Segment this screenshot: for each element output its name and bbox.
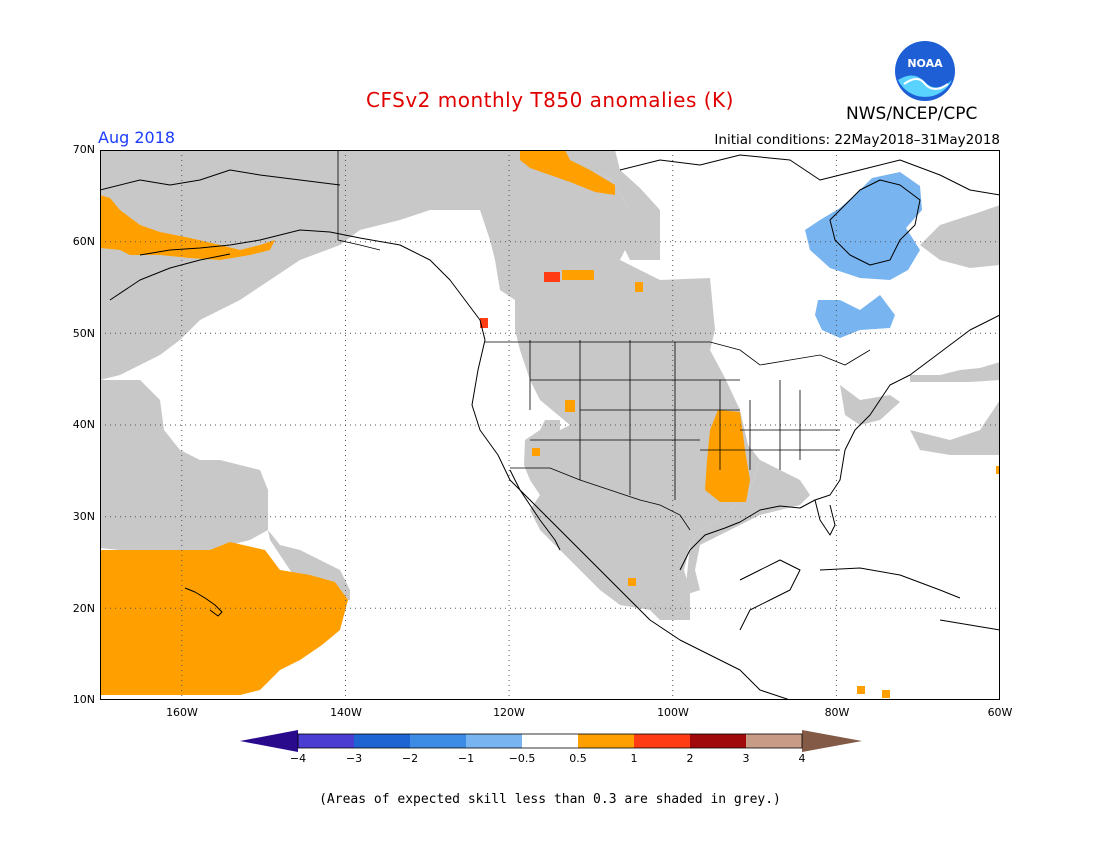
coastline-cuba — [819, 567, 961, 599]
colorbar-swatch-minus1-minus05 — [466, 734, 522, 748]
warm-anomaly-mississippi-region — [705, 410, 750, 502]
lon-label-140w: 140W — [330, 706, 362, 719]
noaa-logo-icon: NOAA — [895, 41, 955, 101]
coastline-alaska-south — [139, 229, 486, 341]
low-skill-labrador-region — [920, 205, 1000, 268]
lat-label-40n: 40N — [72, 418, 95, 431]
skill-footnote: (Areas of expected skill less than 0.3 a… — [319, 792, 781, 807]
colorbar-label-minus1: −1 — [457, 752, 475, 765]
colorbar-swatch-minus2-minus1 — [410, 734, 466, 748]
low-skill-main-region — [100, 150, 760, 620]
coastline-hudson-bay — [829, 179, 921, 266]
lat-label-50n: 50N — [72, 327, 95, 340]
coastlines — [100, 154, 1000, 700]
colorbar-label-4: 4 — [798, 752, 806, 765]
colorbar-label-05: 0.5 — [569, 752, 587, 765]
cool-anomaly-regions — [805, 172, 922, 338]
border-us-mexico — [510, 467, 691, 531]
agency-label: NWS/NCEP/CPC — [846, 104, 978, 124]
colorbar-swatch-2-3 — [690, 734, 746, 748]
lat-label-30n: 30N — [72, 510, 95, 523]
cool-anomaly-great-lakes-region — [815, 295, 895, 338]
lon-label-60w: 60W — [987, 706, 1013, 719]
map-frame — [100, 150, 1000, 700]
coastline-alaska-north — [100, 169, 341, 191]
map-title: CFSv2 monthly T850 anomalies (K) — [366, 88, 734, 112]
warm-anomaly-small-1 — [562, 270, 594, 280]
initial-conditions-label: Initial conditions: 22May2018–31May2018 — [714, 132, 1000, 148]
lon-label-120w: 120W — [493, 706, 525, 719]
colorbar-label-minus4: −4 — [289, 752, 307, 765]
valid-month-label: Aug 2018 — [98, 128, 176, 147]
strong-warm-anomaly-1 — [544, 272, 560, 282]
warm-anomaly-small-6 — [857, 686, 865, 694]
colorbar-swatch-below-minus4 — [240, 730, 298, 752]
border-us-states — [529, 340, 840, 500]
lon-label-160w: 160W — [166, 706, 198, 719]
colorbar-swatch-1-2 — [634, 734, 690, 748]
colorbar-label-minus3: −3 — [345, 752, 363, 765]
coastline-florida — [814, 499, 836, 536]
political-borders — [337, 150, 871, 531]
colorbar-label-minus2: −2 — [401, 752, 419, 765]
lat-label-70n: 70N — [72, 143, 95, 156]
low-skill-west-atlantic-region — [910, 362, 1000, 382]
border-alaska-canada — [337, 150, 381, 251]
anomaly-map — [100, 150, 1000, 700]
colorbar-swatch-minus3-minus2 — [354, 734, 410, 748]
coastline-aleutians — [109, 253, 231, 301]
coastline-yucatan — [739, 559, 801, 631]
warm-anomaly-small-3 — [565, 400, 575, 412]
warm-anomaly-hawaii-region — [100, 542, 348, 695]
low-skill-gulf-region — [685, 460, 810, 595]
lon-label-80w: 80W — [824, 706, 850, 719]
colorbar-label-minus05: −0.5 — [508, 752, 536, 765]
low-skill-atlantic-region — [910, 400, 1000, 455]
colorbar — [240, 730, 862, 752]
colorbar-swatch-minus4-minus3 — [298, 734, 354, 748]
low-skill-central-pacific-region — [100, 380, 350, 600]
lat-label-10n: 10N — [72, 693, 95, 706]
logo-text: NOAA — [907, 57, 943, 70]
low-skill-canada-region — [530, 150, 660, 260]
lat-label-60n: 60N — [72, 235, 95, 248]
colorbar-swatch-3-4 — [746, 734, 802, 748]
colorbar-swatch-minus05-05 — [522, 734, 578, 748]
warm-anomaly-arctic-region — [520, 150, 615, 195]
lon-label-100w: 100W — [657, 706, 689, 719]
strong-warm-anomaly-2 — [480, 318, 488, 328]
warm-anomaly-small-4 — [532, 448, 540, 456]
cool-anomaly-hudson-region — [805, 172, 922, 280]
colorbar-swatch-above-4 — [802, 730, 862, 752]
strong-warm-anomaly-regions — [480, 272, 560, 328]
warm-anomaly-small-5 — [628, 578, 636, 586]
low-skill-atlantic-region-2 — [840, 385, 900, 425]
warm-anomaly-small-8 — [996, 466, 1000, 474]
coastline-gulf — [679, 449, 846, 571]
coastline-arctic-islands — [619, 154, 1000, 196]
border-us-canada — [485, 341, 871, 366]
colorbar-frame — [297, 733, 803, 749]
warm-anomaly-alaska-region — [100, 195, 275, 260]
colorbar-label-2: 2 — [686, 752, 694, 765]
low-skill-regions — [100, 150, 1000, 620]
coastline-east-coast — [844, 314, 1000, 451]
colorbar-swatch-05-1 — [578, 734, 634, 748]
colorbar-label-3: 3 — [742, 752, 750, 765]
coastline-hawaii — [184, 587, 223, 617]
warm-anomaly-regions — [100, 150, 1000, 698]
warm-anomaly-small-2 — [635, 282, 643, 292]
warm-anomaly-small-7 — [882, 690, 890, 698]
coastline-west-coast — [471, 339, 791, 700]
lat-label-20n: 20N — [72, 602, 95, 615]
coastline-baja — [509, 469, 561, 551]
colorbar-label-1: 1 — [630, 752, 638, 765]
coastline-caribbean — [939, 619, 1000, 631]
